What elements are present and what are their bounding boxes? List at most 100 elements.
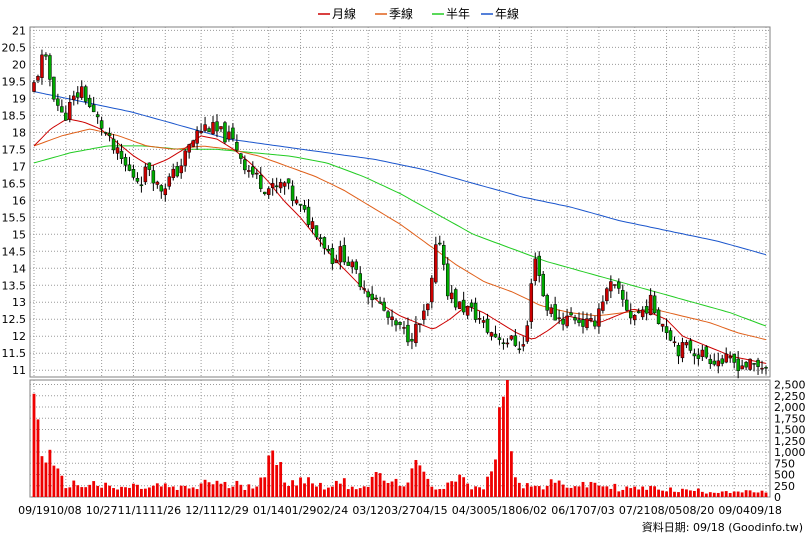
price-tick-label: 13.5 xyxy=(2,279,27,292)
candle-body xyxy=(298,203,303,206)
candle-body xyxy=(243,159,247,171)
volume-bar xyxy=(581,481,585,497)
candle-body xyxy=(609,281,613,292)
candle-body xyxy=(274,185,279,188)
volume-bar xyxy=(474,486,477,497)
date-tick-label: 08/20 xyxy=(683,504,715,517)
volume-bar xyxy=(764,492,768,497)
volume-bar xyxy=(330,486,334,497)
candle-body xyxy=(632,315,637,321)
candle-body xyxy=(521,344,526,347)
volume-bar xyxy=(633,486,637,497)
candle-body xyxy=(159,185,164,192)
volume-bar xyxy=(227,488,231,497)
candle-body xyxy=(736,358,740,371)
legend-label: 季線 xyxy=(389,6,413,21)
price-tick-label: 15.5 xyxy=(2,211,27,224)
candle-body xyxy=(76,92,80,98)
candle-body xyxy=(167,176,172,187)
volume-bar xyxy=(605,486,609,497)
candle-body xyxy=(537,255,541,276)
candle-body xyxy=(119,150,124,159)
volume-tick-label: 1,500 xyxy=(774,424,806,437)
volume-bar xyxy=(736,491,740,497)
candle-body xyxy=(231,127,235,140)
volume-bar xyxy=(323,489,326,497)
volume-bar xyxy=(140,488,143,497)
volume-tick-label: 2,250 xyxy=(774,390,806,403)
candle-body xyxy=(605,288,609,302)
volume-bar xyxy=(283,482,287,497)
candle-body xyxy=(760,367,764,370)
volume-bar xyxy=(649,485,653,497)
candle-body xyxy=(418,323,422,326)
candle-body xyxy=(756,359,760,367)
volume-bar xyxy=(263,477,267,497)
volume-bar xyxy=(398,485,402,497)
ma-year-line xyxy=(33,91,767,256)
volume-bar xyxy=(478,487,481,497)
volume-bar xyxy=(438,489,442,497)
volume-bar xyxy=(708,492,712,497)
volume-bar xyxy=(191,487,195,497)
volume-bar xyxy=(52,465,56,497)
volume-bar xyxy=(653,486,657,497)
candle-body xyxy=(56,98,60,106)
candle-body xyxy=(684,342,689,346)
candle-body xyxy=(402,327,406,329)
volume-bar xyxy=(498,407,501,497)
candle-body xyxy=(414,323,418,344)
candle-body xyxy=(545,295,549,311)
candle-body xyxy=(517,348,522,351)
candle-body xyxy=(406,324,410,343)
volume-bar xyxy=(696,488,700,497)
volume-bar xyxy=(462,477,466,497)
legend-label: 年線 xyxy=(495,6,519,21)
candle-body xyxy=(36,76,40,81)
candle-body xyxy=(259,175,263,189)
candle-body xyxy=(203,124,207,131)
volume-bar xyxy=(187,488,191,497)
volume-bar xyxy=(589,481,593,497)
date-tick-label: 10/08 xyxy=(50,504,82,517)
date-tick-label: 12/29 xyxy=(217,504,249,517)
volume-bar xyxy=(422,471,426,497)
candle-body xyxy=(664,326,669,333)
volume-bar xyxy=(275,464,279,497)
candle-body xyxy=(211,122,215,135)
candle-body xyxy=(501,342,506,344)
volume-bar xyxy=(382,480,386,497)
price-tick-label: 12 xyxy=(12,330,26,343)
volume-bar xyxy=(64,488,68,497)
volume-bar xyxy=(502,396,505,497)
candle-body xyxy=(660,323,665,327)
volume-bar xyxy=(183,485,187,497)
candle-body xyxy=(354,261,358,270)
volume-bar xyxy=(557,480,561,497)
volume-bar xyxy=(732,491,736,497)
candle-body xyxy=(262,191,267,195)
candle-body xyxy=(290,185,295,201)
volume-bar xyxy=(685,489,688,497)
candle-body xyxy=(99,120,104,129)
candle-body xyxy=(449,292,454,300)
candle-body xyxy=(581,319,585,327)
volume-bar xyxy=(231,486,235,497)
volume-bar xyxy=(661,490,664,497)
volume-bar xyxy=(60,475,64,497)
candle-body xyxy=(668,330,673,341)
candle-body xyxy=(191,140,195,147)
volume-bar xyxy=(669,487,672,497)
candle-body xyxy=(724,353,728,363)
volume-bar xyxy=(410,468,414,497)
candle-body xyxy=(390,316,394,321)
price-tick-label: 19 xyxy=(12,92,26,105)
price-tick-label: 20.5 xyxy=(2,41,27,54)
volume-bar xyxy=(689,490,692,497)
candle-body xyxy=(219,126,223,130)
date-tick-label: 07/03 xyxy=(583,504,615,517)
date-tick-label: 03/27 xyxy=(384,504,416,517)
candle-body xyxy=(625,299,629,311)
volume-bar xyxy=(486,476,489,497)
volume-bar xyxy=(235,480,239,497)
